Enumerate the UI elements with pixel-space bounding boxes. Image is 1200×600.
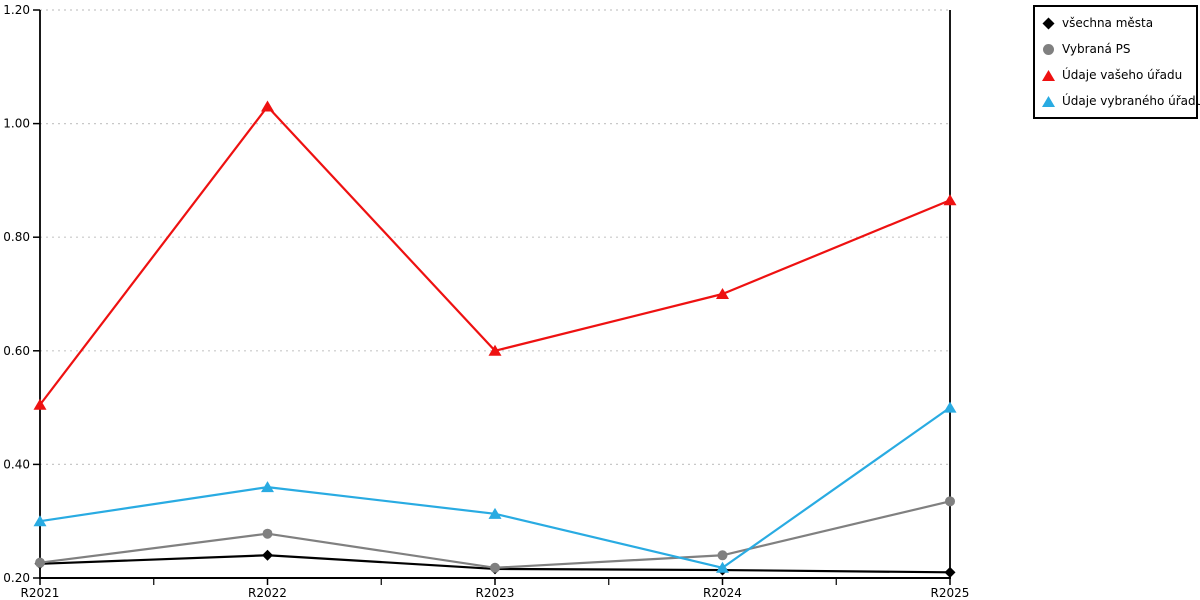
legend-item-vsechna-mesta: všechna města [1042, 10, 1192, 36]
data-point-series-2 [261, 100, 274, 112]
data-point-series-2 [716, 288, 729, 299]
circle-marker-icon [1043, 43, 1054, 55]
data-point-series-1 [35, 557, 45, 568]
x-axis-label: R2025 [931, 586, 970, 600]
series-line-3 [39, 406, 951, 569]
diamond-marker-icon [1042, 17, 1055, 29]
y-axis-label: 0.80 [3, 230, 30, 244]
x-axis-label: R2021 [21, 586, 60, 600]
y-axis-label: 0.60 [3, 344, 30, 358]
legend-label: Údaje vašeho úřadu [1062, 68, 1183, 82]
data-point-series-1 [262, 528, 273, 539]
data-point-series-1 [945, 496, 955, 507]
data-point-series-3 [716, 561, 729, 573]
y-axis-label: 1.00 [3, 117, 30, 131]
data-point-series-3 [943, 401, 957, 413]
legend-item-vybrana-ps: Vybraná PS [1042, 36, 1192, 62]
data-point-series-2 [488, 344, 502, 356]
data-point-series-1 [717, 550, 728, 561]
legend-item-udaje-vybraneho-uradu: Údaje vybraného úřadu [1042, 88, 1200, 114]
data-point-series-0 [262, 549, 273, 561]
y-axis-label: 0.20 [3, 571, 30, 585]
triangle-marker-icon [1042, 95, 1055, 107]
legend-label: Vybraná PS [1062, 42, 1131, 56]
legend: všechna města Vybraná PS Údaje vašeho úř… [1033, 5, 1200, 119]
data-point-series-1 [490, 562, 500, 573]
series-line-2 [39, 105, 951, 406]
data-point-series-3 [33, 515, 47, 527]
data-point-series-2 [33, 398, 47, 410]
data-point-series-3 [488, 507, 502, 519]
x-axis-label: R2023 [476, 586, 515, 600]
y-axis-label: 1.20 [3, 3, 30, 17]
data-point-series-2 [943, 194, 957, 206]
legend-item-udaje-vaseho-uradu: Údaje vašeho úřadu [1042, 62, 1192, 88]
legend-label: všechna města [1062, 16, 1154, 30]
x-axis-label: R2024 [703, 586, 742, 600]
x-axis-label: R2022 [248, 586, 287, 600]
y-axis-label: 0.40 [3, 457, 30, 471]
triangle-marker-icon [1042, 69, 1055, 81]
data-point-series-3 [261, 481, 274, 493]
data-point-series-0 [944, 566, 956, 578]
legend-label: Údaje vybraného úřadu [1062, 94, 1200, 108]
